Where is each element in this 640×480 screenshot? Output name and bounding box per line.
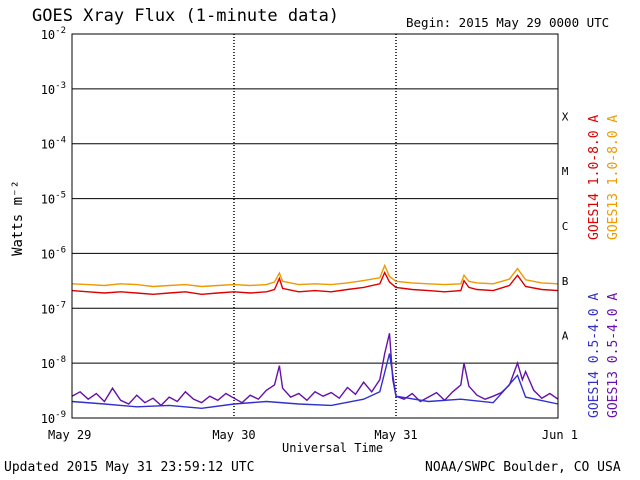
flare-class-label: A xyxy=(562,330,569,343)
flare-class-label: C xyxy=(562,220,569,233)
y-tick-label: 10-2 xyxy=(41,26,66,42)
y-tick-label: 10-5 xyxy=(41,191,66,207)
legend-entry: GOES13 0.5-4.0 A xyxy=(606,293,621,418)
x-tick-label: May 30 xyxy=(212,428,255,442)
y-tick-label: 10-3 xyxy=(41,81,66,97)
series-line-goes13-0-5-4-0-a xyxy=(71,333,559,407)
x-tick-label: May 29 xyxy=(48,428,91,442)
flare-class-label: X xyxy=(562,110,569,123)
y-tick-label: 10-4 xyxy=(41,136,66,152)
updated-timestamp: Updated 2015 May 31 23:59:12 UTC xyxy=(4,460,255,475)
legend-entry: GOES13 1.0-8.0 A xyxy=(606,115,621,240)
y-tick-label: 10-6 xyxy=(41,245,66,261)
x-tick-label: May 31 xyxy=(374,428,417,442)
y-tick-label: 10-7 xyxy=(41,300,66,316)
begin-time-label: Begin: 2015 May 29 0000 UTC xyxy=(406,15,610,30)
series-line-goes14-0-5-4-0-a xyxy=(71,353,559,410)
y-axis-label: Watts m⁻² xyxy=(10,180,26,256)
x-tick-label: Jun 1 xyxy=(542,428,578,442)
y-tick-label: 10-8 xyxy=(41,355,66,371)
flare-class-label: B xyxy=(562,275,569,288)
chart-title: GOES Xray Flux (1-minute data) xyxy=(32,6,340,26)
flare-class-label: M xyxy=(562,165,569,178)
series-line-goes13-1-0-8-0-a xyxy=(71,263,559,288)
legend-entry: GOES14 1.0-8.0 A xyxy=(587,115,602,240)
x-axis-label: Universal Time xyxy=(282,441,384,455)
legend-entry: GOES14 0.5-4.0 A xyxy=(587,293,602,418)
plot-frame xyxy=(71,33,559,419)
series-line-goes14-1-0-8-0-a xyxy=(71,270,559,296)
credit-text: NOAA/SWPC Boulder, CO USA xyxy=(425,460,621,475)
y-tick-label: 10-9 xyxy=(41,410,66,426)
